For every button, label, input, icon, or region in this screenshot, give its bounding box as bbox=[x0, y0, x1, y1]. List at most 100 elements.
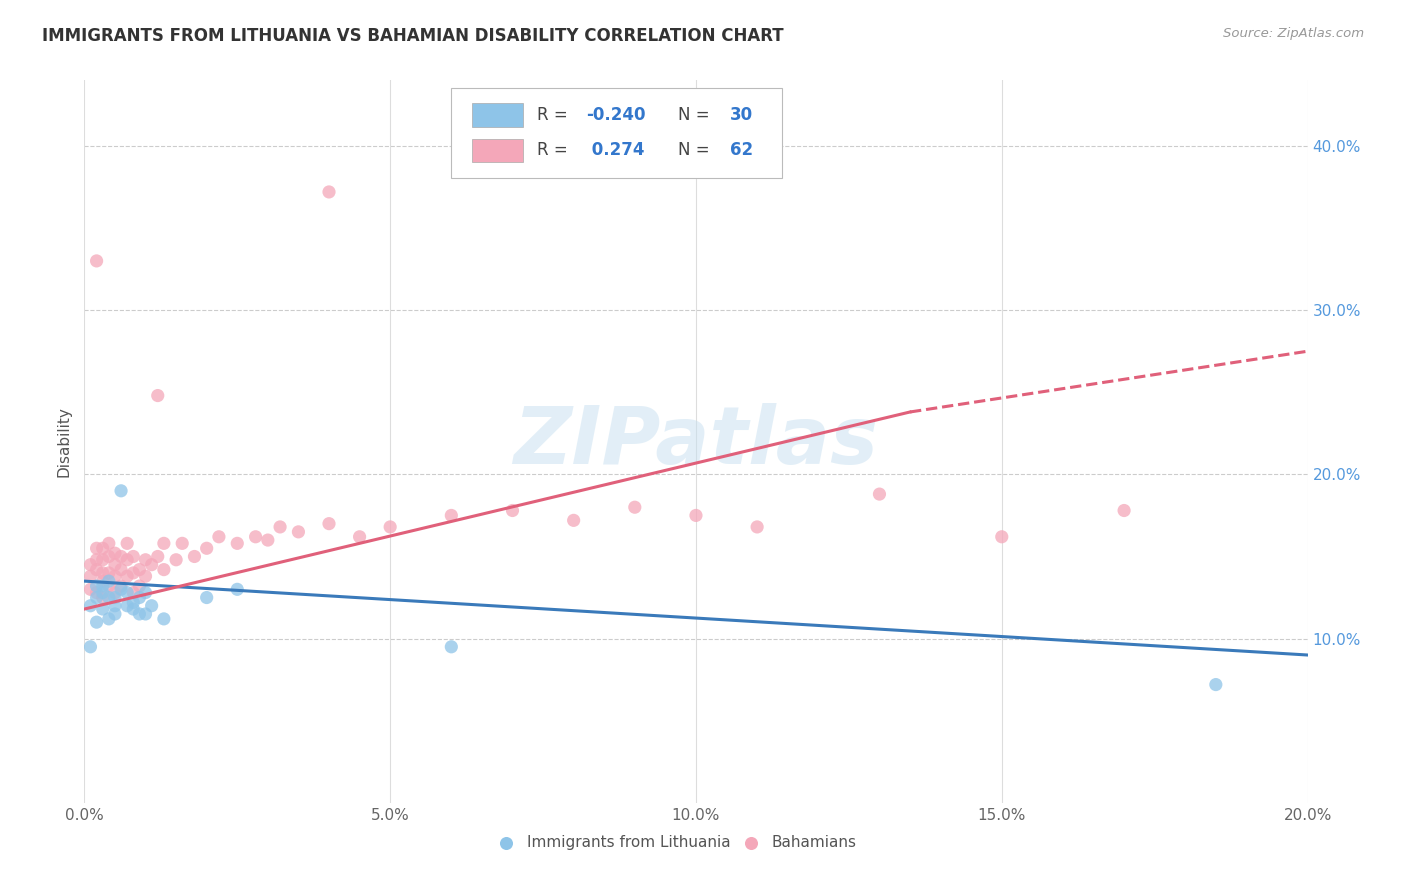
Point bbox=[115, 553, 138, 567]
Point bbox=[91, 566, 114, 580]
Point bbox=[97, 612, 120, 626]
Point bbox=[86, 615, 108, 630]
Point bbox=[97, 566, 120, 580]
Point bbox=[128, 563, 150, 577]
Point bbox=[104, 599, 127, 613]
Text: R =: R = bbox=[537, 106, 574, 124]
Point bbox=[991, 530, 1014, 544]
Point bbox=[91, 602, 114, 616]
Point bbox=[104, 585, 127, 599]
Point bbox=[91, 579, 114, 593]
Point bbox=[79, 582, 101, 597]
Point bbox=[1114, 503, 1136, 517]
Point bbox=[104, 558, 127, 572]
Point bbox=[226, 582, 249, 597]
Point bbox=[97, 579, 120, 593]
Point bbox=[440, 640, 463, 654]
Point bbox=[172, 536, 194, 550]
Point bbox=[146, 388, 169, 402]
Point bbox=[79, 599, 101, 613]
Point bbox=[115, 569, 138, 583]
FancyBboxPatch shape bbox=[451, 87, 782, 178]
Point bbox=[257, 533, 280, 547]
Point bbox=[318, 516, 340, 531]
Point bbox=[153, 536, 176, 550]
Point bbox=[122, 585, 145, 599]
Point bbox=[135, 585, 157, 599]
Point bbox=[97, 574, 120, 588]
Point bbox=[685, 508, 707, 523]
Point bbox=[86, 253, 108, 268]
Text: 30: 30 bbox=[730, 106, 754, 124]
Text: R =: R = bbox=[537, 141, 574, 160]
Point bbox=[135, 553, 157, 567]
Point bbox=[146, 549, 169, 564]
Point bbox=[122, 602, 145, 616]
Point bbox=[122, 566, 145, 580]
Point bbox=[128, 607, 150, 621]
Text: ZIPatlas: ZIPatlas bbox=[513, 402, 879, 481]
Point bbox=[624, 500, 647, 515]
Point bbox=[91, 574, 114, 588]
Text: N =: N = bbox=[678, 141, 714, 160]
Point bbox=[122, 595, 145, 609]
Point bbox=[195, 591, 218, 605]
Point bbox=[135, 569, 157, 583]
Y-axis label: Disability: Disability bbox=[56, 406, 72, 477]
Point bbox=[1205, 677, 1227, 691]
Point bbox=[141, 599, 163, 613]
Point bbox=[79, 558, 101, 572]
Point bbox=[86, 553, 108, 567]
Point bbox=[208, 530, 231, 544]
FancyBboxPatch shape bbox=[472, 139, 523, 162]
Point bbox=[183, 549, 205, 564]
Point bbox=[122, 549, 145, 564]
Point bbox=[153, 563, 176, 577]
Point bbox=[502, 503, 524, 517]
Text: 0.274: 0.274 bbox=[586, 141, 644, 160]
Point bbox=[165, 553, 187, 567]
Point bbox=[269, 520, 291, 534]
Text: 62: 62 bbox=[730, 141, 754, 160]
Point bbox=[195, 541, 218, 556]
Point bbox=[128, 579, 150, 593]
Point bbox=[86, 591, 108, 605]
Point bbox=[110, 563, 132, 577]
Point bbox=[86, 563, 108, 577]
Point bbox=[97, 591, 120, 605]
Text: N =: N = bbox=[678, 106, 714, 124]
Point bbox=[115, 599, 138, 613]
Point bbox=[318, 185, 340, 199]
Point bbox=[104, 569, 127, 583]
Point bbox=[110, 549, 132, 564]
Point bbox=[440, 508, 463, 523]
Point bbox=[97, 549, 120, 564]
Point bbox=[97, 536, 120, 550]
Point bbox=[79, 640, 101, 654]
Point bbox=[349, 530, 371, 544]
Point bbox=[91, 585, 114, 599]
Point bbox=[153, 612, 176, 626]
Point bbox=[245, 530, 267, 544]
Text: IMMIGRANTS FROM LITHUANIA VS BAHAMIAN DISABILITY CORRELATION CHART: IMMIGRANTS FROM LITHUANIA VS BAHAMIAN DI… bbox=[42, 27, 783, 45]
Point bbox=[128, 591, 150, 605]
Point bbox=[91, 553, 114, 567]
Point bbox=[91, 591, 114, 605]
Text: -0.240: -0.240 bbox=[586, 106, 645, 124]
Text: Source: ZipAtlas.com: Source: ZipAtlas.com bbox=[1223, 27, 1364, 40]
Point bbox=[86, 585, 108, 599]
Point bbox=[115, 536, 138, 550]
Text: Immigrants from Lithuania: Immigrants from Lithuania bbox=[527, 835, 731, 850]
Point bbox=[226, 536, 249, 550]
Point bbox=[869, 487, 891, 501]
Point bbox=[86, 579, 108, 593]
Point bbox=[104, 591, 127, 605]
Point bbox=[110, 579, 132, 593]
Point bbox=[104, 546, 127, 560]
Point bbox=[86, 541, 108, 556]
Point bbox=[380, 520, 402, 534]
Point bbox=[115, 585, 138, 599]
Point bbox=[91, 541, 114, 556]
Point bbox=[562, 513, 585, 527]
Point bbox=[135, 607, 157, 621]
